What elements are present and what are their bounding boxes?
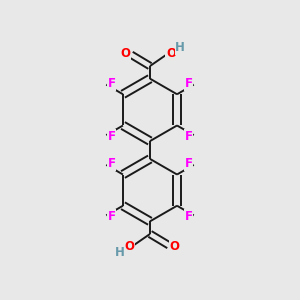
Text: F: F [108,130,116,142]
Text: F: F [184,130,192,142]
Text: H: H [115,246,125,259]
Text: O: O [169,240,179,253]
Text: F: F [184,158,192,170]
Text: F: F [184,77,192,90]
Text: F: F [108,77,116,90]
Text: O: O [124,240,134,253]
Text: O: O [121,47,131,60]
Text: F: F [184,210,192,223]
Text: H: H [175,41,185,54]
Text: O: O [166,47,176,60]
Text: F: F [108,210,116,223]
Text: F: F [108,158,116,170]
